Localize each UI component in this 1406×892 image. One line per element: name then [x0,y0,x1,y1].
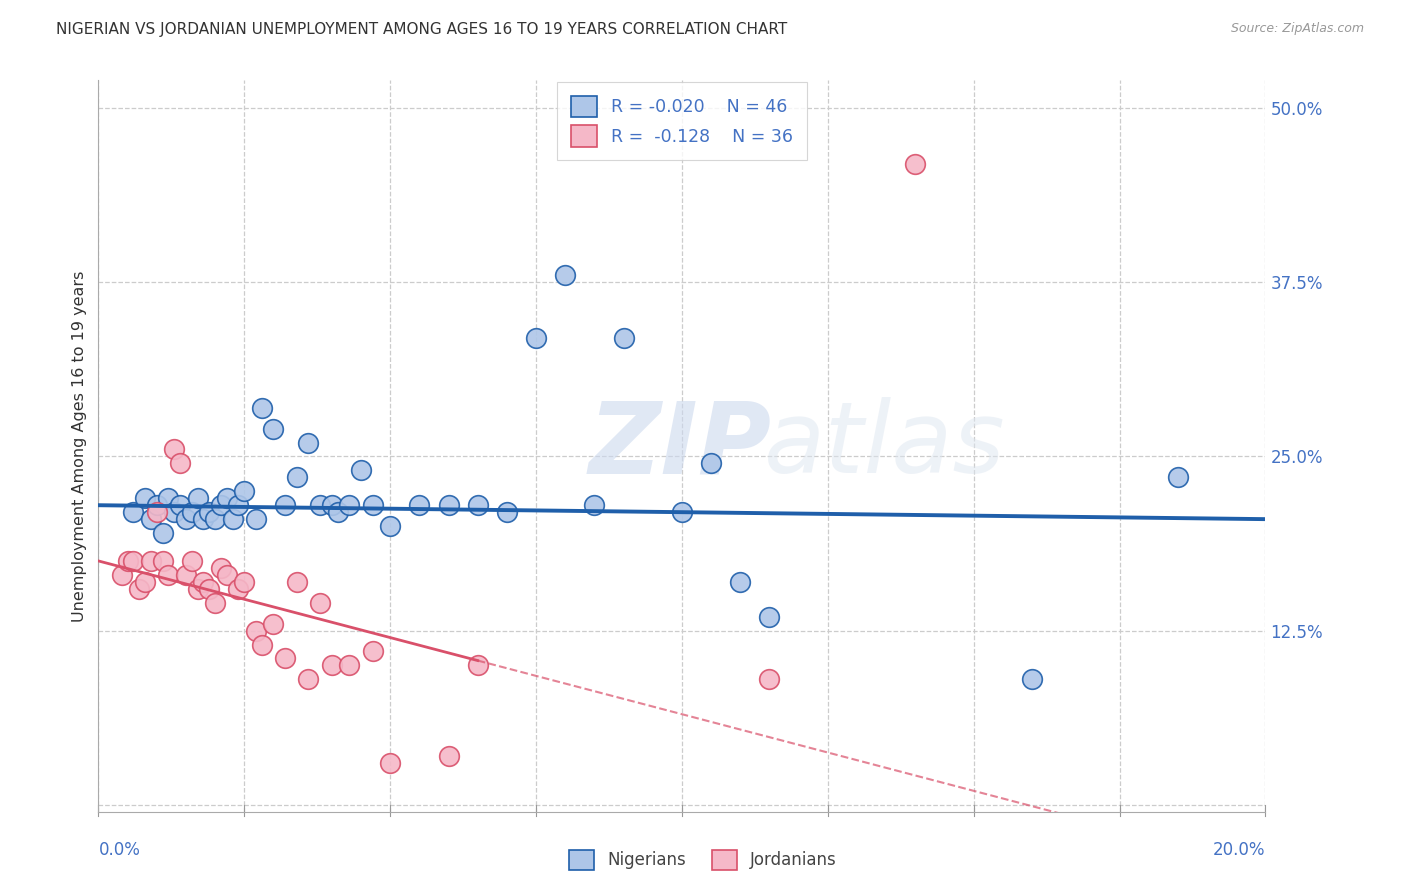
Point [163,442,186,457]
Point [380,519,402,533]
Point [250,401,273,415]
Point [350,463,373,477]
Text: NIGERIAN VS JORDANIAN UNEMPLOYMENT AMONG AGES 16 TO 19 YEARS CORRELATION CHART: NIGERIAN VS JORDANIAN UNEMPLOYMENT AMONG… [56,22,787,37]
Y-axis label: Unemployment Among Ages 16 to 19 years: Unemployment Among Ages 16 to 19 years [72,270,87,622]
Point [380,756,402,770]
Point [157,491,180,506]
Point [169,498,191,512]
Point [180,554,202,568]
Point [198,505,221,519]
Point [583,498,606,512]
Point [122,505,145,519]
Point [321,658,343,673]
Point [309,596,332,610]
Point [111,567,134,582]
Point [262,616,284,631]
Point [169,457,191,471]
Point [554,268,576,283]
Point [209,498,232,512]
Point [524,331,547,345]
Point [1167,470,1189,484]
Point [174,512,197,526]
Point [228,582,250,596]
Point [758,609,780,624]
Point [262,421,284,435]
Point [146,498,169,512]
Point [297,435,319,450]
Point [437,498,460,512]
Point [204,512,226,526]
Text: 20.0%: 20.0% [1213,841,1265,859]
Point [904,157,927,171]
Legend: Nigerians, Jordanians: Nigerians, Jordanians [562,843,844,877]
Point [285,470,308,484]
Point [274,651,297,665]
Point [228,498,250,512]
Point [274,498,297,512]
Text: Source: ZipAtlas.com: Source: ZipAtlas.com [1230,22,1364,36]
Point [337,658,360,673]
Point [337,498,360,512]
Text: ZIP: ZIP [589,398,772,494]
Point [187,491,209,506]
Point [758,673,780,687]
Point [122,554,145,568]
Point [152,526,174,541]
Point [321,498,343,512]
Point [245,512,267,526]
Point [134,574,156,589]
Point [361,498,384,512]
Point [467,658,489,673]
Point [233,574,256,589]
Point [180,505,202,519]
Point [193,574,215,589]
Point [139,512,162,526]
Point [326,505,349,519]
Point [408,498,430,512]
Point [146,505,169,519]
Point [700,457,723,471]
Point [157,567,180,582]
Point [361,644,384,658]
Point [117,554,139,568]
Point [309,498,332,512]
Point [174,567,197,582]
Point [163,505,186,519]
Point [204,596,226,610]
Point [187,582,209,596]
Point [437,749,460,764]
Point [215,491,238,506]
Point [467,498,489,512]
Point [139,554,162,568]
Text: 0.0%: 0.0% [98,841,141,859]
Point [193,512,215,526]
Point [285,574,308,589]
Point [671,505,693,519]
Point [233,484,256,499]
Point [221,512,243,526]
Point [730,574,752,589]
Point [198,582,221,596]
Text: atlas: atlas [763,398,1005,494]
Point [496,505,519,519]
Point [1021,673,1043,687]
Legend: R = -0.020    N = 46, R =  -0.128    N = 36: R = -0.020 N = 46, R = -0.128 N = 36 [557,82,807,161]
Point [215,567,238,582]
Point [250,638,273,652]
Point [245,624,267,638]
Point [134,491,156,506]
Point [128,582,150,596]
Point [297,673,319,687]
Point [152,554,174,568]
Point [612,331,634,345]
Point [209,561,232,575]
